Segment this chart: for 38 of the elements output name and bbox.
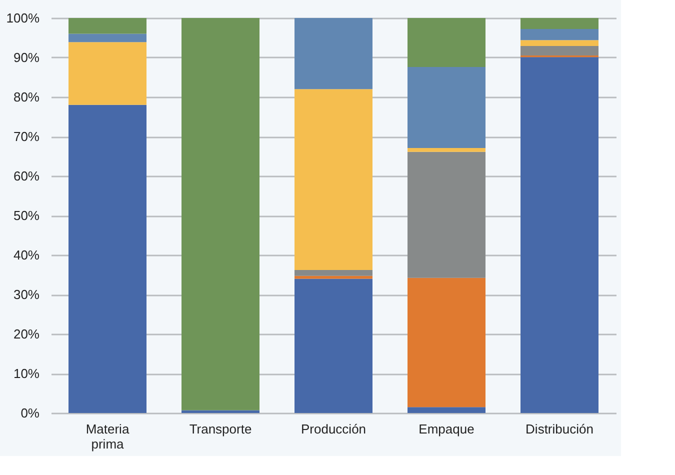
y-tick-label: 10% <box>13 366 40 381</box>
x-tick-label: Materia prima <box>86 422 130 452</box>
bar <box>520 57 598 413</box>
bar <box>520 46 598 56</box>
y-tick-label: 90% <box>13 50 40 65</box>
y-tick-label: 0% <box>20 406 40 420</box>
y-tick-label: 40% <box>13 248 40 262</box>
bar <box>182 410 260 413</box>
bar <box>68 18 146 34</box>
bar <box>520 29 598 40</box>
bar <box>520 40 598 46</box>
bar <box>408 66 486 148</box>
bar <box>294 89 372 270</box>
bar <box>68 42 146 105</box>
bar <box>68 104 146 413</box>
y-tick-label: 80% <box>13 90 40 104</box>
y-tick-label: 30% <box>13 287 40 302</box>
y-tick-label: 50% <box>13 208 40 223</box>
y-tick-label: 20% <box>13 326 40 342</box>
bar <box>520 18 598 30</box>
y-tick-label: 70% <box>13 129 40 144</box>
bar <box>408 18 486 67</box>
x-tick-label: Distribución <box>526 422 594 436</box>
bar <box>294 18 372 90</box>
bar <box>294 270 372 276</box>
x-tick-label: Empaque <box>418 422 474 436</box>
bar <box>408 278 486 408</box>
x-tick-label: Producción <box>300 422 366 436</box>
y-tick-label: 100% <box>6 10 40 26</box>
bar <box>408 148 486 152</box>
y-tick-label: 60% <box>13 168 40 184</box>
bar <box>408 407 486 413</box>
bar <box>294 276 372 279</box>
bar <box>408 152 486 278</box>
bar <box>68 34 146 42</box>
bar <box>294 278 372 413</box>
x-tick-label: Transporte <box>189 422 252 436</box>
bar <box>182 18 260 410</box>
